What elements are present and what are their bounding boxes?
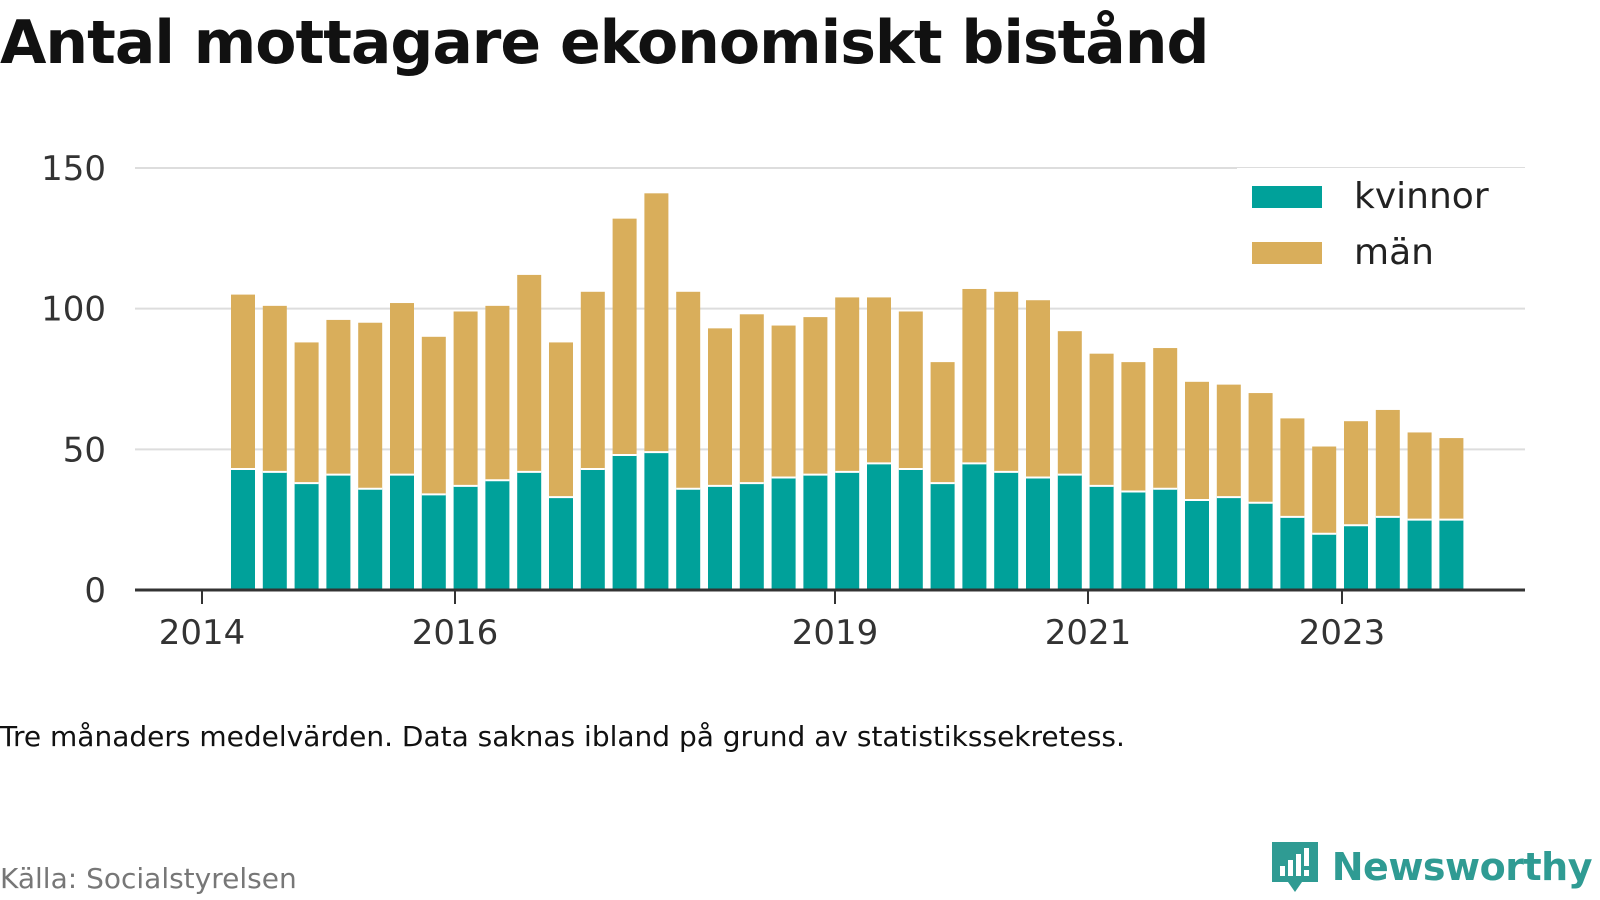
bar-man bbox=[612, 218, 637, 455]
bar-kvinnor bbox=[262, 471, 287, 590]
bar-kvinnor bbox=[739, 483, 764, 590]
legend-swatch bbox=[1252, 242, 1322, 264]
bar-man bbox=[771, 325, 796, 478]
bar-kvinnor bbox=[994, 471, 1019, 590]
bar-man bbox=[421, 336, 446, 495]
bar-man bbox=[1280, 418, 1305, 517]
bar-man bbox=[1248, 393, 1273, 503]
x-tick-label: 2016 bbox=[412, 613, 499, 653]
y-tick-label: 50 bbox=[63, 430, 106, 470]
bar-man bbox=[1344, 421, 1368, 526]
bar-kvinnor bbox=[835, 471, 860, 590]
bar-man bbox=[453, 311, 478, 486]
bar-man bbox=[930, 362, 955, 484]
bar-chart: 0 50 100 150 2014 2016 2019 2021 2023 kvinnor män bbox=[41, 149, 1527, 653]
bar-kvinnor bbox=[962, 463, 987, 590]
bar-man bbox=[1312, 446, 1337, 534]
bar-kvinnor bbox=[1185, 499, 1209, 590]
bar-kvinnor bbox=[898, 469, 923, 590]
bar-kvinnor bbox=[1057, 474, 1082, 590]
bar-man bbox=[326, 319, 351, 475]
bar-kvinnor bbox=[517, 471, 542, 590]
x-tick-label: 2019 bbox=[792, 613, 879, 653]
bar-man bbox=[1057, 331, 1082, 475]
bar-kvinnor bbox=[612, 454, 637, 590]
bar-man bbox=[1121, 362, 1146, 492]
bar-man bbox=[708, 328, 732, 486]
bar-man bbox=[739, 314, 764, 484]
bar-kvinnor bbox=[485, 480, 510, 590]
bar-man bbox=[867, 297, 891, 464]
bar-kvinnor bbox=[803, 474, 828, 590]
bar-kvinnor bbox=[708, 485, 732, 590]
bar-man bbox=[1407, 432, 1432, 520]
bar-man bbox=[803, 317, 828, 475]
bar-man bbox=[294, 342, 319, 484]
x-tick-label: 2021 bbox=[1045, 613, 1132, 653]
legend-swatch bbox=[1252, 186, 1322, 208]
x-tick-label: 2014 bbox=[159, 613, 246, 653]
bar-man bbox=[1089, 353, 1114, 486]
bar-kvinnor bbox=[358, 488, 383, 590]
bar-man bbox=[1153, 348, 1178, 489]
brand-name: Newsworthy bbox=[1331, 845, 1593, 889]
source-text: Källa: Socialstyrelsen bbox=[0, 862, 297, 895]
y-tick-label: 150 bbox=[41, 149, 106, 189]
chart-title: Antal mottagare ekonomiskt bistånd bbox=[0, 8, 1209, 78]
bar-kvinnor bbox=[1248, 502, 1273, 590]
bar-kvinnor bbox=[1026, 477, 1050, 590]
bar-kvinnor bbox=[1375, 516, 1400, 590]
chart-note: Tre månaders medelvärden. Data saknas ib… bbox=[0, 720, 1125, 753]
bar-man bbox=[676, 291, 701, 489]
bar-man bbox=[390, 303, 414, 475]
bar-kvinnor bbox=[644, 452, 669, 590]
bar-man bbox=[1216, 384, 1241, 498]
legend-label: män bbox=[1354, 232, 1434, 273]
bar-man bbox=[485, 305, 510, 481]
y-tick-label: 100 bbox=[41, 290, 106, 330]
bar-kvinnor bbox=[867, 463, 891, 590]
bar-man bbox=[994, 291, 1019, 472]
bar-man bbox=[898, 311, 923, 470]
bar-man bbox=[262, 305, 287, 472]
bar-man bbox=[549, 342, 573, 498]
bar-man bbox=[1185, 381, 1209, 500]
brand-logo: Newsworthy bbox=[1268, 838, 1593, 896]
bar-kvinnor bbox=[1121, 491, 1146, 590]
bar-kvinnor bbox=[1216, 497, 1241, 590]
bar-kvinnor bbox=[771, 477, 796, 590]
bar-kvinnor bbox=[231, 469, 255, 590]
bar-kvinnor bbox=[580, 469, 605, 590]
bar-kvinnor bbox=[549, 497, 573, 590]
bar-man bbox=[1026, 300, 1050, 478]
bar-kvinnor bbox=[1439, 519, 1464, 590]
bar-kvinnor bbox=[326, 474, 351, 590]
bar-man bbox=[358, 322, 383, 489]
bar-man bbox=[644, 193, 669, 453]
bar-man bbox=[1375, 409, 1400, 517]
bar-kvinnor bbox=[1407, 519, 1432, 590]
y-tick-label: 0 bbox=[84, 571, 106, 611]
bar-kvinnor bbox=[930, 483, 955, 590]
bar-man bbox=[835, 297, 860, 472]
bar-kvinnor bbox=[1089, 485, 1114, 590]
bar-man bbox=[231, 294, 255, 470]
bar-kvinnor bbox=[1344, 525, 1368, 590]
bar-kvinnor bbox=[294, 483, 319, 590]
newsworthy-logo-icon bbox=[1271, 842, 1318, 892]
bar-kvinnor bbox=[676, 488, 701, 590]
bar-kvinnor bbox=[390, 474, 414, 590]
x-tick-label: 2023 bbox=[1299, 613, 1386, 653]
bar-kvinnor bbox=[1153, 488, 1178, 590]
bar-kvinnor bbox=[421, 494, 446, 590]
bar-kvinnor bbox=[1312, 533, 1337, 590]
bar-kvinnor bbox=[1280, 516, 1305, 590]
bar-man bbox=[962, 288, 987, 464]
bar-man bbox=[1439, 438, 1464, 520]
bar-kvinnor bbox=[453, 485, 478, 590]
bar-man bbox=[517, 274, 542, 472]
legend-label: kvinnor bbox=[1354, 176, 1489, 217]
bar-man bbox=[580, 291, 605, 470]
